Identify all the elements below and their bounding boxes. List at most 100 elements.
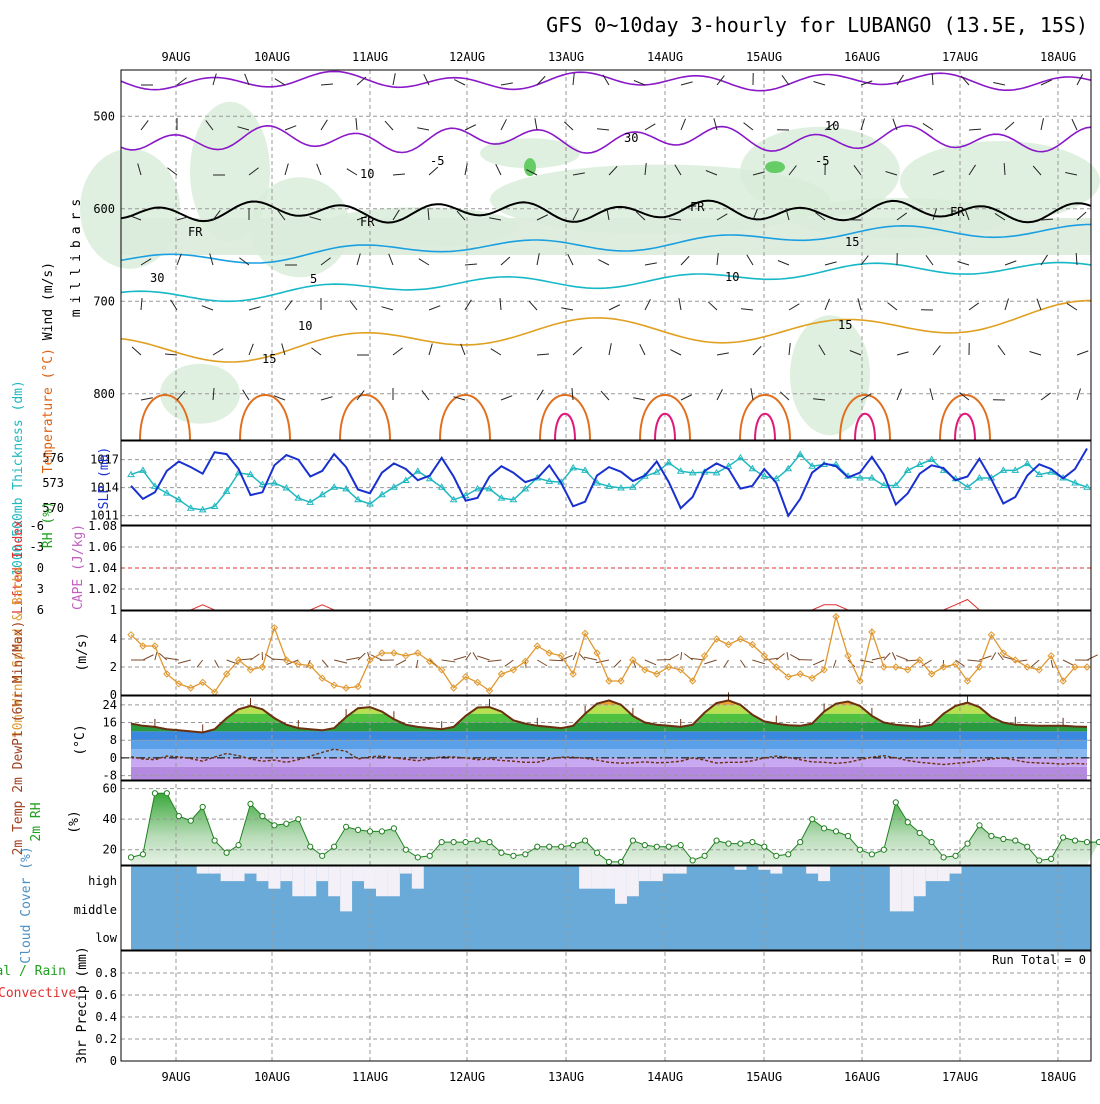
rh-point — [332, 844, 337, 849]
millibars-label: millibars — [69, 193, 84, 317]
wind-barb — [573, 347, 582, 355]
wind-barb — [744, 123, 753, 130]
wind10m-barb — [896, 655, 907, 660]
wind10m-barb — [872, 657, 885, 660]
wind-barb — [465, 264, 477, 265]
rh-point — [475, 838, 480, 843]
wind-barb — [285, 300, 292, 310]
wind-barb — [958, 261, 969, 265]
wind10m-unit: (m/s) — [75, 632, 90, 671]
mb-tick: 500 — [93, 109, 115, 123]
wind-barb — [681, 395, 692, 400]
rh-point — [260, 814, 265, 819]
mb-tick: 600 — [93, 202, 115, 216]
wind-barb — [537, 354, 549, 355]
cape-tick: 1.04 — [88, 561, 117, 575]
wind10m-barb — [991, 652, 995, 660]
rh-point — [953, 853, 958, 858]
warm-contour — [240, 395, 290, 440]
rh-point — [893, 800, 898, 805]
slp-label: SLP (mb) — [97, 447, 112, 510]
wind-barb — [897, 389, 901, 400]
cloud-high-bar — [197, 866, 209, 874]
wind-barb — [782, 75, 789, 85]
rh-point — [212, 838, 217, 843]
wind-tick: 2 — [110, 660, 117, 674]
rh-point — [630, 838, 635, 843]
rh-point — [833, 829, 838, 834]
thickness-tick: 573 — [42, 476, 64, 490]
cloud-high-bar — [890, 866, 902, 911]
wind-barb — [961, 76, 969, 85]
cloud-high-bar — [364, 866, 376, 889]
temp2m-label: 2m Temp 2m DewPt (6hr Min/Max) — [11, 621, 26, 856]
wind-barb — [165, 354, 177, 355]
wind10m-barb — [752, 660, 764, 664]
rh-point — [845, 833, 850, 838]
rh-point — [188, 818, 193, 823]
wind-barb — [679, 298, 681, 310]
wind-barb — [429, 167, 438, 175]
wind-barb — [993, 83, 1005, 85]
cloud-level-label: low — [95, 931, 117, 945]
wind10m-barb — [466, 653, 471, 660]
cloud-high-bar — [603, 866, 615, 889]
cloud-high-bar — [902, 866, 914, 911]
isotherm-line — [121, 263, 1091, 302]
rh-point — [989, 833, 994, 838]
cloud-high-bar — [388, 866, 400, 896]
wind-barb — [568, 254, 573, 265]
date-label-bottom: 16AUG — [844, 1070, 880, 1084]
mb-tick: 700 — [93, 294, 115, 308]
rh-point — [403, 847, 408, 852]
wind10m-barb — [584, 657, 597, 660]
wind-barb — [814, 81, 825, 85]
wind10m-barb — [178, 660, 191, 663]
wind-barb — [491, 349, 501, 355]
rh-point — [666, 844, 671, 849]
date-label-bottom: 10AUG — [254, 1070, 290, 1084]
rh-point — [152, 791, 157, 796]
wind-barb — [789, 304, 799, 310]
rh-point — [367, 829, 372, 834]
contour-label: 10 — [725, 270, 739, 284]
cloud-high-bar — [376, 866, 388, 896]
wind-barb — [789, 343, 790, 355]
cloud-high-bar — [233, 866, 245, 881]
warm-contour — [540, 395, 590, 440]
wind10m-barb — [505, 660, 514, 666]
wind-barb — [132, 347, 141, 355]
contour-label: -5 — [430, 154, 444, 168]
cape-tick: 1.06 — [88, 540, 117, 554]
wind-barb — [249, 344, 253, 355]
wind-barb — [858, 298, 861, 310]
wind-barb — [998, 345, 1005, 355]
warm-contour — [440, 395, 490, 440]
rh-point — [822, 826, 827, 831]
rh-point — [1072, 838, 1077, 843]
temp-band — [121, 731, 1091, 740]
wind-barb — [393, 73, 395, 85]
wind10m-barb — [684, 654, 692, 660]
wind10m-barb — [892, 652, 895, 660]
cloud-high-bar — [675, 866, 687, 874]
cloud-high-bar — [950, 866, 962, 874]
rh-point — [869, 852, 874, 857]
cloud-high-bar — [818, 866, 830, 881]
contour-label: FR — [360, 215, 375, 229]
date-label-top: 10AUG — [254, 50, 290, 64]
chart-title: GFS 0~10day 3-hourly for LUBANGO (13.5E,… — [546, 13, 1088, 37]
rh-point — [702, 853, 707, 858]
date-label-bottom: 15AUG — [746, 1070, 782, 1084]
date-label-bottom: 9AUG — [162, 1070, 191, 1084]
rh-point — [977, 823, 982, 828]
wind-barb — [1077, 351, 1088, 355]
wind10m-barb — [724, 660, 729, 668]
lifted-index-tick: 6 — [37, 603, 44, 617]
wind-barb — [202, 306, 213, 310]
wind-barb — [243, 390, 249, 400]
cape-tick: 1.08 — [88, 519, 117, 533]
wind10m-barb — [473, 652, 478, 660]
date-label-top: 16AUG — [844, 50, 880, 64]
